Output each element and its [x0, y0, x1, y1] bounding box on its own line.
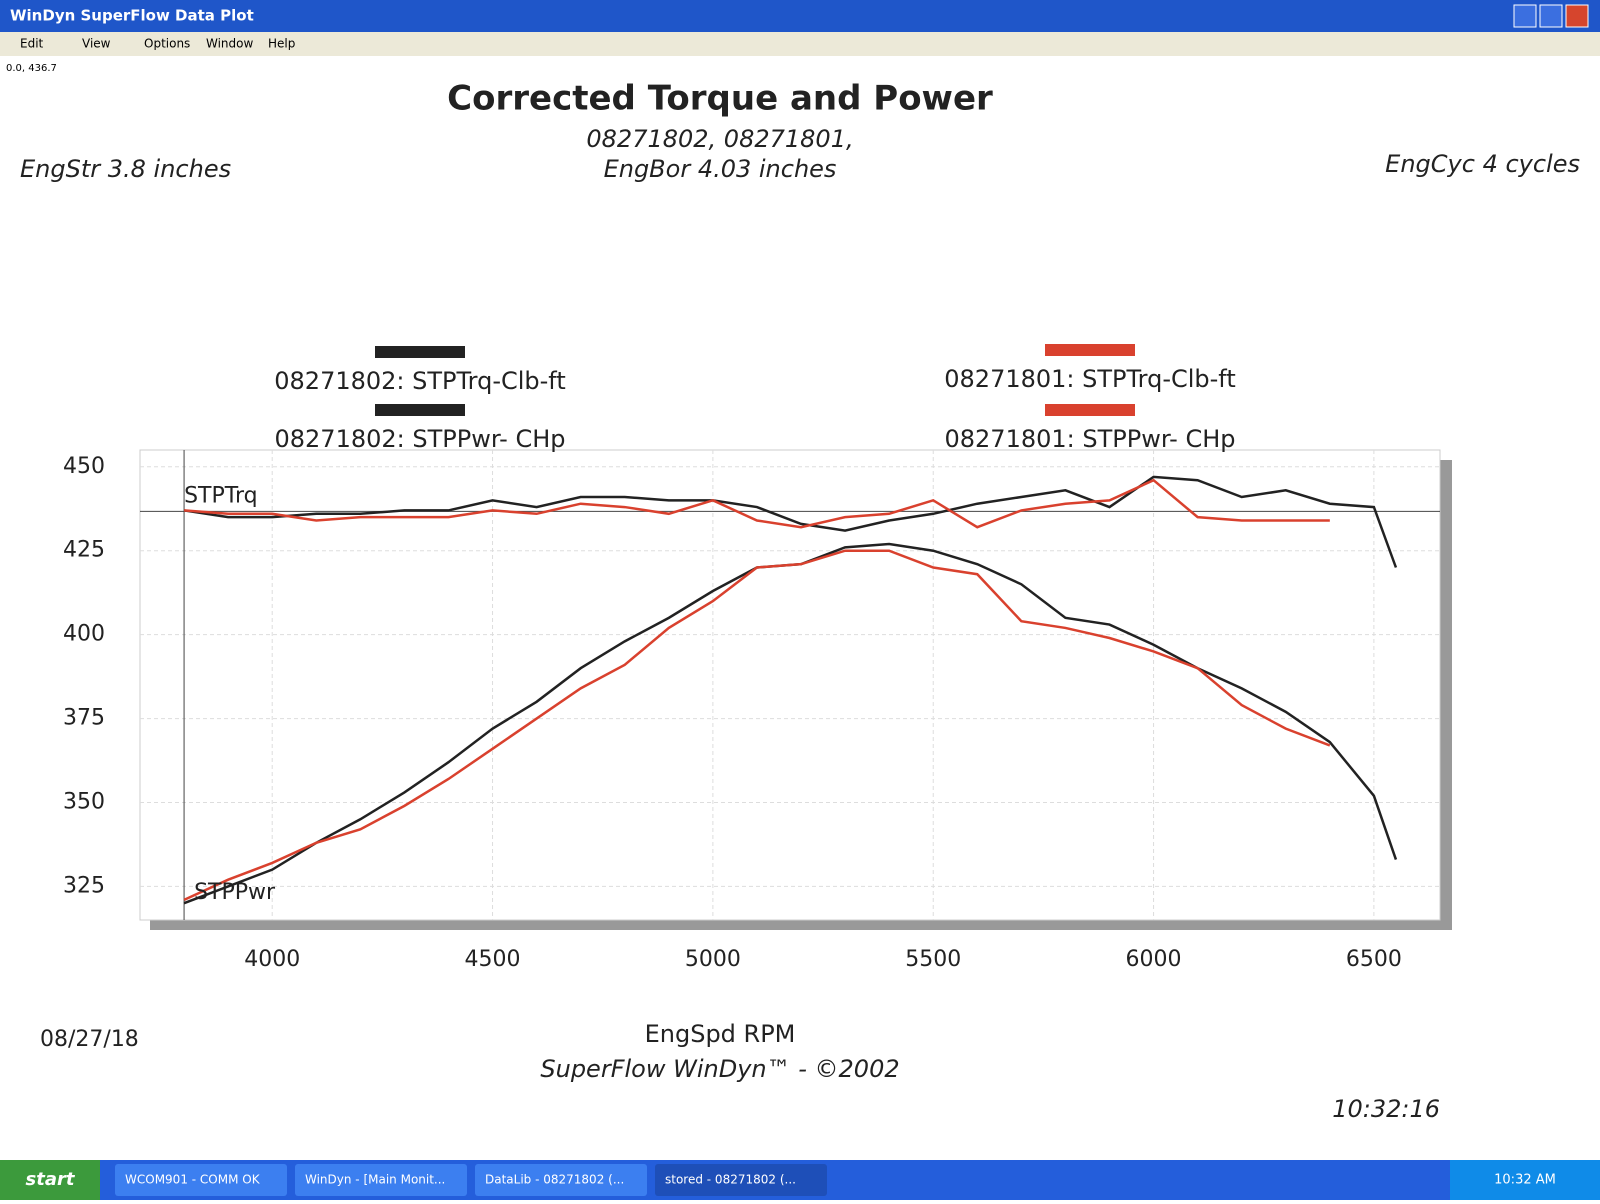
- task-label: WinDyn - [Main Monit...: [305, 1173, 445, 1187]
- start-label: start: [26, 1169, 76, 1190]
- task-list: WCOM901 - COMM OK WinDyn - [Main Monit...…: [115, 1164, 827, 1196]
- task-button[interactable]: [475, 1164, 647, 1196]
- tray: [1450, 1160, 1600, 1200]
- task-label: stored - 08271802 (...: [665, 1173, 796, 1187]
- series-line: [183, 478, 1330, 529]
- left-note: EngStr 3.8 inches: [20, 155, 231, 183]
- plot-shadow: [1440, 460, 1452, 930]
- menu-item[interactable]: Window: [206, 37, 254, 51]
- menu-item[interactable]: Edit: [20, 37, 44, 51]
- task-label: DataLib - 08271802 (...: [485, 1173, 624, 1187]
- footer: SuperFlow WinDyn™ - ©2002: [540, 1055, 899, 1083]
- menu-item[interactable]: Help: [268, 37, 295, 51]
- y-tick-label: 375: [63, 706, 105, 731]
- status-text: 0.0, 436.7: [6, 63, 57, 74]
- time: 10:32:16: [1332, 1095, 1440, 1123]
- annotation: STPPwr: [194, 880, 276, 905]
- menu: Edit View Options Window Help: [20, 37, 295, 51]
- annotation: STPTrq: [184, 483, 258, 508]
- series-line: [183, 475, 1398, 568]
- plot-area: [139, 449, 1441, 921]
- menu-item[interactable]: Options: [144, 37, 190, 51]
- task-button[interactable]: [115, 1164, 287, 1196]
- plot-shadow: [150, 920, 1452, 930]
- legend-label: 08271802: STPTrq-Clb-ft: [274, 367, 565, 395]
- task-button[interactable]: [295, 1164, 467, 1196]
- legend-label: 08271801: STPTrq-Clb-ft: [944, 365, 1235, 393]
- x-tick-label: 4000: [244, 947, 300, 972]
- x-tick-label: 4500: [465, 947, 521, 972]
- x-tick-label: 6000: [1126, 947, 1182, 972]
- subtitle: EngBor 4.03 inches: [604, 155, 837, 183]
- x-tick-label: 5500: [905, 947, 961, 972]
- x-tick-label: 5000: [685, 947, 741, 972]
- subtitle: 08271802, 08271801,: [586, 125, 853, 153]
- menu-item[interactable]: View: [82, 37, 111, 51]
- legend-swatch: [375, 404, 465, 416]
- close-button[interactable]: [1565, 4, 1589, 28]
- y-tick-label: 400: [63, 622, 105, 647]
- y-tick-label: 450: [63, 454, 105, 479]
- title-bar: [0, 0, 1600, 32]
- window-title: WinDyn SuperFlow Data Plot: [10, 7, 254, 25]
- minimize-button[interactable]: [1513, 4, 1537, 28]
- y-tick-label: 325: [63, 873, 105, 898]
- chart-title: Corrected Torque and Power: [447, 79, 993, 119]
- date: 08/27/18: [40, 1027, 139, 1052]
- task-label: WCOM901 - COMM OK: [125, 1173, 261, 1187]
- legend-label: 08271802: STPPwr- CHp: [275, 425, 566, 453]
- clock: 10:32 AM: [1494, 1173, 1556, 1188]
- legend-label: 08271801: STPPwr- CHp: [945, 425, 1236, 453]
- task-button[interactable]: [655, 1164, 827, 1196]
- legend-swatch: [1045, 344, 1135, 356]
- maximize-button[interactable]: [1539, 4, 1563, 28]
- legend-swatch: [375, 346, 465, 358]
- x-tick-label: 6500: [1346, 947, 1402, 972]
- y-tick-label: 350: [63, 790, 105, 815]
- x-axis-label: EngSpd RPM: [645, 1020, 796, 1048]
- y-tick-label: 425: [63, 538, 105, 563]
- start-button[interactable]: [0, 1160, 100, 1200]
- series-line: [183, 549, 1331, 901]
- menu-bar: [0, 32, 1600, 56]
- legend-swatch: [1045, 404, 1135, 416]
- right-note: EngCyc 4 cycles: [1385, 150, 1580, 178]
